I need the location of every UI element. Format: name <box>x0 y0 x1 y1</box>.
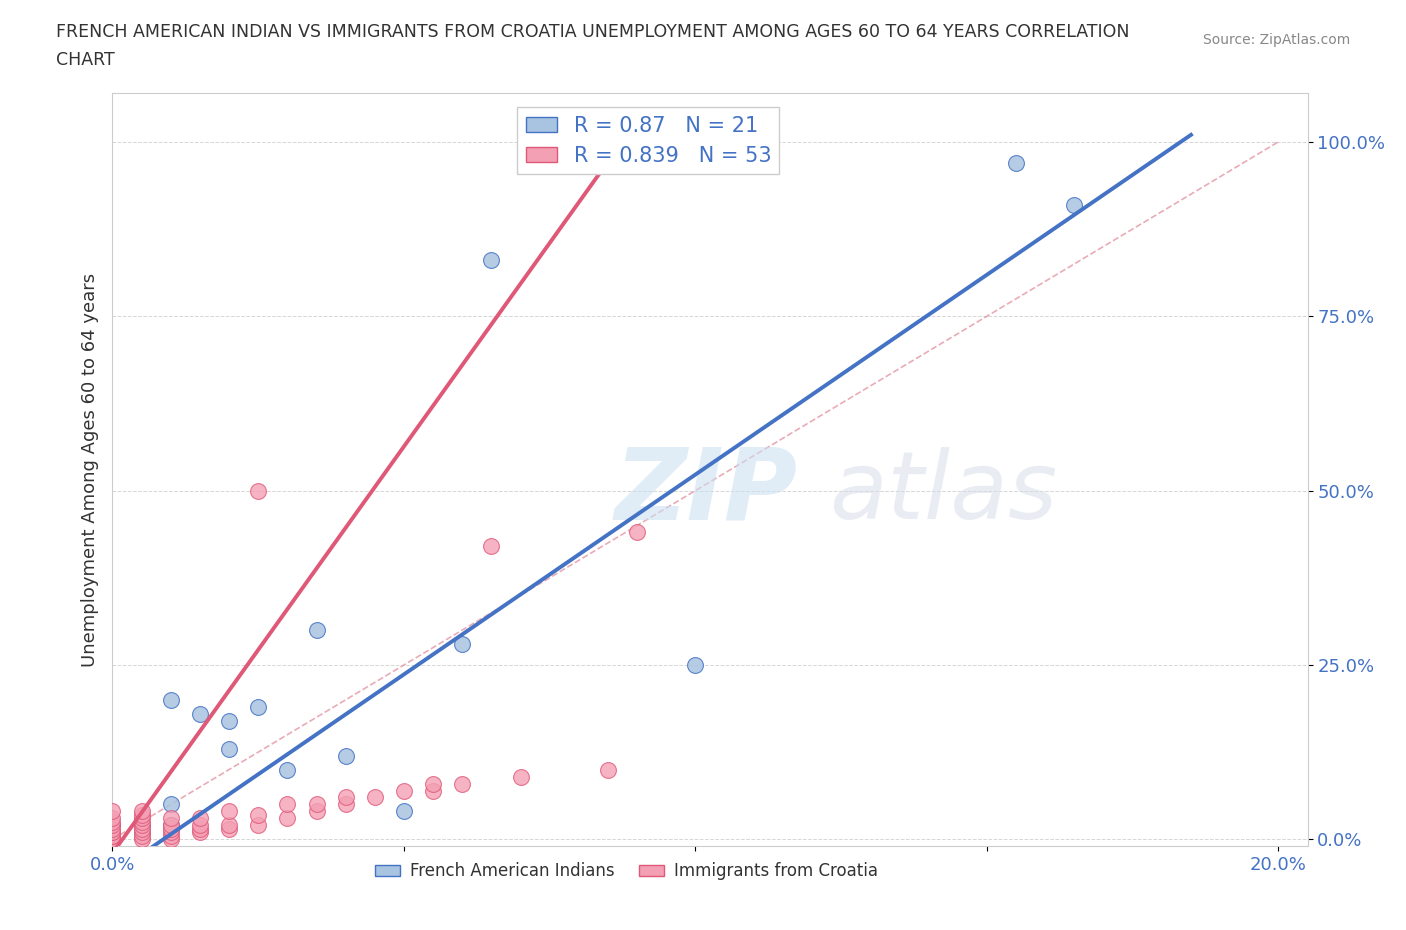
Point <box>131 818 153 833</box>
Point <box>305 804 328 819</box>
Point <box>188 707 211 722</box>
Point <box>101 811 124 826</box>
Text: Source: ZipAtlas.com: Source: ZipAtlas.com <box>1202 33 1350 46</box>
Text: ZIP: ZIP <box>614 444 797 540</box>
Point <box>101 829 124 844</box>
Point <box>1063 197 1085 212</box>
Point <box>131 829 153 844</box>
Point <box>481 253 503 268</box>
Point <box>159 821 181 836</box>
Point <box>101 832 124 847</box>
Point <box>218 741 240 756</box>
Y-axis label: Unemployment Among Ages 60 to 64 years: Unemployment Among Ages 60 to 64 years <box>80 272 98 667</box>
Point <box>101 825 124 840</box>
Point <box>188 825 211 840</box>
Point <box>685 658 707 672</box>
Point <box>392 804 415 819</box>
Point <box>188 821 211 836</box>
Point <box>596 763 619 777</box>
Point <box>101 818 124 833</box>
Point <box>218 804 240 819</box>
Legend: French American Indians, Immigrants from Croatia: French American Indians, Immigrants from… <box>368 856 884 887</box>
Point <box>626 525 648 539</box>
Point <box>247 484 270 498</box>
Point <box>159 797 181 812</box>
Text: atlas: atlas <box>830 446 1057 538</box>
Point <box>159 818 181 833</box>
Point <box>131 815 153 830</box>
Point <box>509 769 531 784</box>
Point <box>131 804 153 819</box>
Point <box>159 832 181 847</box>
Point <box>247 699 270 714</box>
Text: FRENCH AMERICAN INDIAN VS IMMIGRANTS FROM CROATIA UNEMPLOYMENT AMONG AGES 60 TO : FRENCH AMERICAN INDIAN VS IMMIGRANTS FRO… <box>56 23 1130 41</box>
Point <box>188 811 211 826</box>
Point <box>422 776 444 790</box>
Point <box>101 815 124 830</box>
Point <box>159 818 181 833</box>
Point <box>481 539 503 554</box>
Point <box>101 821 124 836</box>
Point <box>451 776 474 790</box>
Point <box>305 797 328 812</box>
Point <box>101 832 124 847</box>
Point <box>101 818 124 833</box>
Point <box>131 811 153 826</box>
Point <box>101 832 124 847</box>
Point <box>218 821 240 836</box>
Point <box>159 811 181 826</box>
Point <box>218 818 240 833</box>
Point <box>276 797 298 812</box>
Point <box>159 692 181 708</box>
Point <box>422 783 444 798</box>
Point <box>131 818 153 833</box>
Point <box>101 832 124 847</box>
Point <box>159 829 181 844</box>
Point <box>335 748 357 763</box>
Point <box>451 637 474 652</box>
Point <box>159 825 181 840</box>
Text: CHART: CHART <box>56 51 115 69</box>
Point <box>276 763 298 777</box>
Point <box>392 783 415 798</box>
Point <box>305 623 328 638</box>
Point <box>131 825 153 840</box>
Point <box>131 825 153 840</box>
Point <box>101 825 124 840</box>
Point <box>101 804 124 819</box>
Point <box>101 832 124 847</box>
Point <box>276 811 298 826</box>
Point <box>364 790 387 805</box>
Point <box>247 807 270 822</box>
Point <box>335 790 357 805</box>
Point <box>131 807 153 822</box>
Point <box>131 821 153 836</box>
Point <box>335 797 357 812</box>
Point <box>1005 155 1028 170</box>
Point <box>218 713 240 728</box>
Point <box>131 832 153 847</box>
Point <box>188 818 211 833</box>
Point <box>247 818 270 833</box>
Point <box>101 825 124 840</box>
Point <box>101 829 124 844</box>
